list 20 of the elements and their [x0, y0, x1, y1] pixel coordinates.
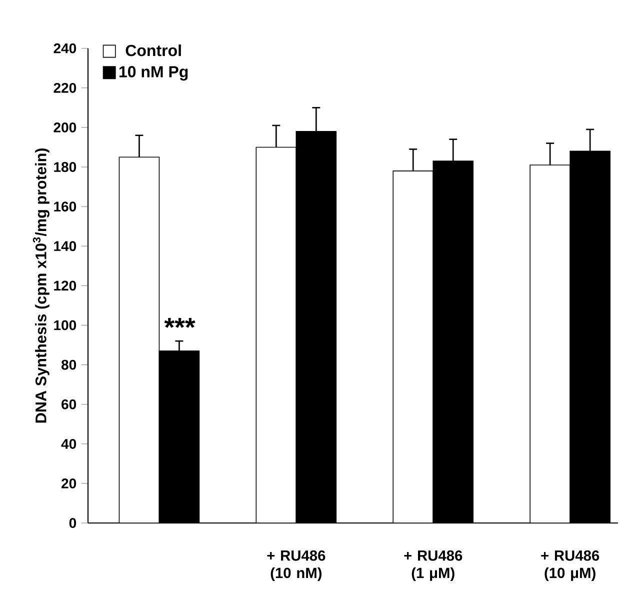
annotation: ***: [164, 318, 196, 328]
y-tick-label: 60: [62, 399, 76, 410]
y-tick-label: 140: [54, 241, 76, 252]
y-tick-label: 40: [61, 438, 76, 449]
y-tick-label: 200: [54, 122, 76, 132]
x-tick-label: + RU486 (10 nM): [267, 550, 326, 581]
y-tick-label: 20: [62, 478, 76, 488]
y-tick-label: 100: [54, 320, 76, 330]
y-tick-label: 240: [54, 43, 76, 54]
x-tick-label: + RU486 (10 μM): [541, 550, 600, 581]
y-tick-label: 80: [61, 360, 76, 370]
y-tick-label: 220: [54, 82, 76, 93]
y-tick-label: 120: [54, 280, 76, 291]
y-axis-title: DNA Synthesis (cpm x10$^{3}$/mg protein): [32, 148, 50, 423]
y-tick-label: 180: [54, 162, 76, 172]
y-tick-label: 0: [69, 518, 76, 528]
legend-label: 10 nM Pg: [119, 66, 188, 81]
x-tick-label: + RU486 (1 μM): [404, 550, 462, 581]
legend-label: Control: [126, 44, 181, 56]
y-tick-label: 160: [54, 202, 76, 212]
